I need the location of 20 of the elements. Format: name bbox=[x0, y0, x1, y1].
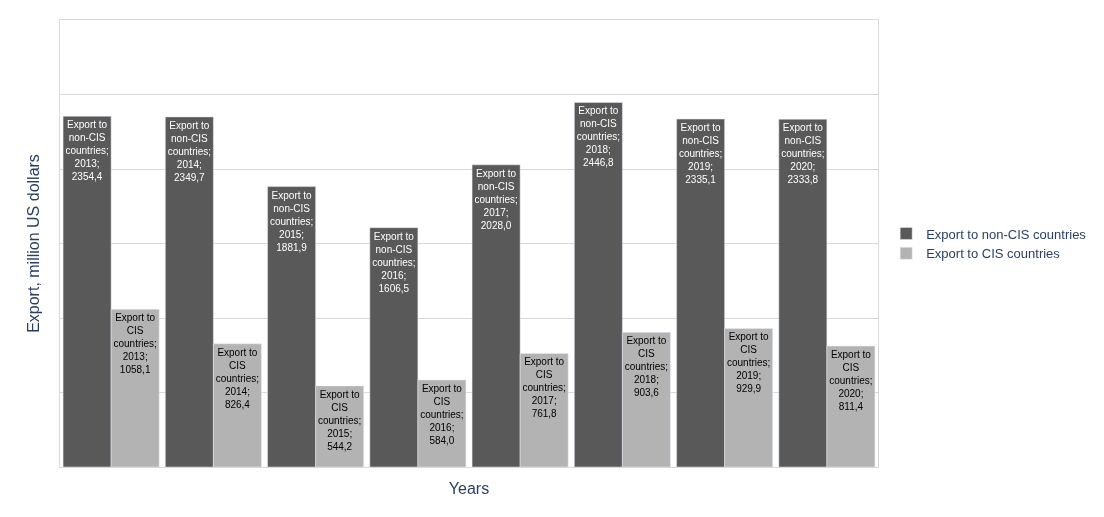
data-label: Export to non-CIS countries; 2013; 2354,4 bbox=[65, 119, 109, 183]
data-label: Export to CIS countries; 2014; 826,4 bbox=[215, 346, 260, 410]
legend-label: Export to non-CIS countries bbox=[926, 226, 1087, 242]
data-label: Export to CIS countries; 2019; 929,9 bbox=[726, 331, 771, 395]
legend-label: Export to CIS countries bbox=[926, 246, 1061, 262]
data-label: Export to CIS countries; 2015; 544,2 bbox=[317, 388, 362, 452]
data-label: Export to CIS countries; 2020; 811,4 bbox=[829, 349, 873, 413]
data-label: Export to CIS countries; 2013; 1058,1 bbox=[113, 312, 157, 376]
data-label: Export to non-CIS countries; 2019; 2335,1 bbox=[678, 122, 723, 186]
data-label: Export to CIS countries; 2016; 584,0 bbox=[420, 382, 464, 446]
data-label: Export to CIS countries; 2017; 761,8 bbox=[522, 356, 566, 420]
data-label: Export to non-CIS countries; 2014; 2349,7 bbox=[167, 119, 212, 183]
data-label: Export to non-CIS countries; 2018; 2446,8 bbox=[576, 105, 621, 169]
data-label: Export to non-CIS countries; 2017; 2028,0 bbox=[474, 167, 518, 231]
data-label: Export to non-CIS countries; 2015; 1881,9 bbox=[269, 189, 314, 253]
data-label: Export to non-CIS countries; 2020; 2333,8 bbox=[781, 122, 825, 186]
x-axis-title: Years bbox=[448, 479, 490, 497]
data-label: Export to CIS countries; 2018; 903,6 bbox=[624, 335, 669, 399]
y-axis-title: Export, million US dollars bbox=[24, 154, 42, 333]
data-label: Export to non-CIS countries; 2016; 1606,5 bbox=[372, 230, 416, 294]
